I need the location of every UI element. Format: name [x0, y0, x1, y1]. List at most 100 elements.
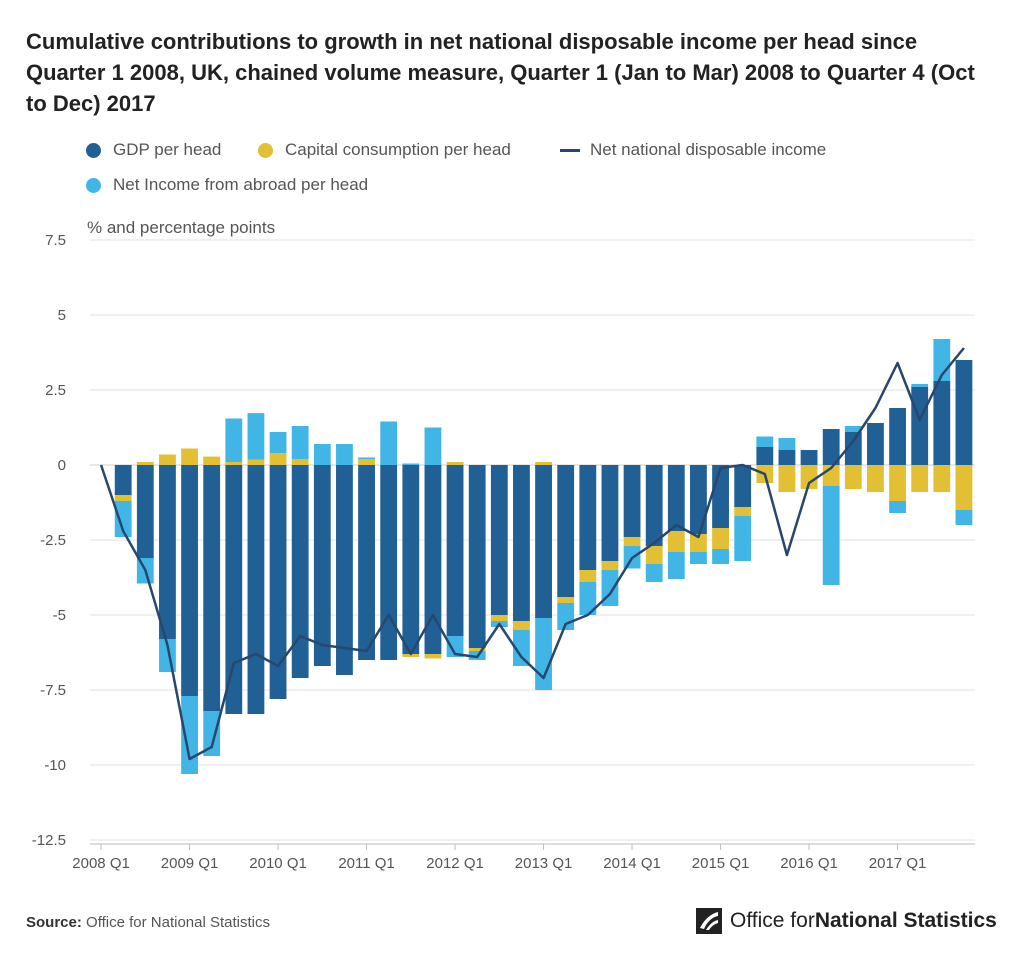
- gdp-bar: [513, 465, 530, 621]
- abroad-bar: [645, 564, 663, 582]
- y-tick-label: 2.5: [45, 382, 66, 399]
- abroad-bar: [734, 516, 752, 561]
- source-note: Source: Office for National Statistics: [26, 914, 270, 931]
- gdp-bar: [380, 465, 398, 660]
- gdp-bar: [336, 465, 353, 675]
- gdp-bar: [446, 465, 464, 636]
- capital-bar: [734, 507, 752, 516]
- axes: 7.5 5 2.5 0 -2.5 -5 -7.5 -10 -12.5 2008 Q1 2009 Q1…: [32, 232, 975, 872]
- abroad-bar: [225, 418, 243, 462]
- capital-bar: [468, 648, 486, 651]
- x-tick-label: 2008 Q1: [72, 855, 130, 872]
- legend-nndi-label: Net national disposable income: [590, 140, 827, 159]
- capital-bar: [513, 621, 530, 630]
- gdp-bar: [867, 423, 884, 465]
- legend-capital: Capital consumption per head: [258, 140, 511, 160]
- capital-bar: [358, 459, 375, 465]
- gdp-bar: [181, 465, 198, 696]
- legend-capital-swatch: [258, 142, 273, 158]
- abroad-bar: [535, 618, 552, 690]
- abroad-bar: [579, 582, 597, 615]
- capital-bar: [446, 462, 464, 465]
- bars: [114, 339, 973, 774]
- gdp-bar: [159, 465, 176, 639]
- abroad-bar: [911, 384, 929, 387]
- gdp-bar: [778, 450, 796, 465]
- capital-bar: [490, 615, 508, 621]
- capital-bar: [933, 465, 951, 492]
- legend-capital-label: Capital consumption per head: [285, 140, 511, 159]
- gdp-bar: [756, 447, 774, 465]
- abroad-bar: [756, 436, 774, 447]
- gdp-bar: [402, 465, 420, 654]
- capital-bar: [579, 570, 597, 582]
- capital-bar: [535, 462, 552, 465]
- capital-bar: [955, 465, 973, 510]
- legend-abroad-label: Net Income from abroad per head: [113, 175, 369, 194]
- capital-bar: [645, 546, 663, 564]
- abroad-bar: [822, 486, 840, 585]
- y-tick-label: 7.5: [45, 232, 66, 249]
- capital-bar: [778, 465, 796, 492]
- gdp-bar: [645, 465, 663, 546]
- gdp-bar: [623, 465, 641, 537]
- gdp-bar: [822, 429, 840, 465]
- ons-logo-icon: [696, 908, 722, 934]
- x-tick-label: 2011 Q1: [338, 855, 394, 872]
- x-tick-label: 2009 Q1: [161, 855, 219, 872]
- gdp-bar: [734, 465, 752, 507]
- gdp-bar: [136, 465, 154, 558]
- x-tick-label: 2014 Q1: [603, 855, 661, 872]
- ons-logo-text-bold: National Statistics: [814, 909, 997, 932]
- legend-abroad: Net Income from abroad per head: [86, 175, 368, 195]
- y-tick-label: 0: [58, 457, 66, 474]
- legend-gdp-label: GDP per head: [113, 140, 222, 159]
- gdp-bar: [535, 465, 552, 618]
- y-tick-label: -2.5: [40, 532, 66, 549]
- abroad-bar: [844, 426, 862, 432]
- y-tick-label: -12.5: [32, 832, 66, 849]
- capital-bar: [800, 465, 818, 489]
- x-tick-label: 2013 Q1: [515, 855, 573, 872]
- capital-bar: [136, 462, 154, 465]
- gdp-bar: [424, 465, 442, 654]
- y-tick-label: 5: [58, 307, 66, 324]
- nndi-line-group: [99, 347, 965, 761]
- abroad-bar: [313, 444, 331, 465]
- abroad-bar: [955, 510, 973, 525]
- capital-bar: [269, 453, 287, 465]
- source-label: Source:: [26, 914, 82, 931]
- legend-gdp-swatch: [86, 142, 101, 158]
- capital-bar: [712, 528, 729, 549]
- capital-bar: [667, 531, 685, 552]
- capital-bar: [690, 534, 707, 552]
- capital-bar: [402, 654, 420, 657]
- abroad-bar: [690, 552, 707, 564]
- abroad-bar: [358, 457, 375, 459]
- abroad-bar: [513, 630, 530, 666]
- gdp-bar: [800, 450, 818, 465]
- abroad-bar: [424, 427, 442, 465]
- gdp-bar: [114, 465, 132, 495]
- ons-logo-text-regular: Office for: [730, 909, 815, 932]
- abroad-bar: [446, 636, 464, 657]
- x-tick-label: 2012 Q1: [426, 855, 484, 872]
- gdp-bar: [203, 465, 221, 711]
- gdp-bar: [269, 465, 287, 699]
- ons-logo: Office for National Statistics: [696, 908, 997, 934]
- gdp-bar: [889, 408, 906, 465]
- gdp-bar: [601, 465, 619, 561]
- abroad-bar: [667, 552, 685, 579]
- gdp-bar: [911, 387, 929, 465]
- abroad-bar: [712, 549, 729, 564]
- capital-bar: [557, 597, 575, 603]
- x-tick-label: 2015 Q1: [692, 855, 750, 872]
- capital-bar: [203, 456, 221, 465]
- capital-bar: [225, 462, 243, 465]
- abroad-bar: [380, 421, 398, 465]
- capital-bar: [114, 495, 132, 501]
- gdp-bar: [557, 465, 575, 597]
- capital-bar: [867, 465, 884, 492]
- capital-bar: [844, 465, 862, 489]
- legend-gdp: GDP per head: [86, 140, 221, 160]
